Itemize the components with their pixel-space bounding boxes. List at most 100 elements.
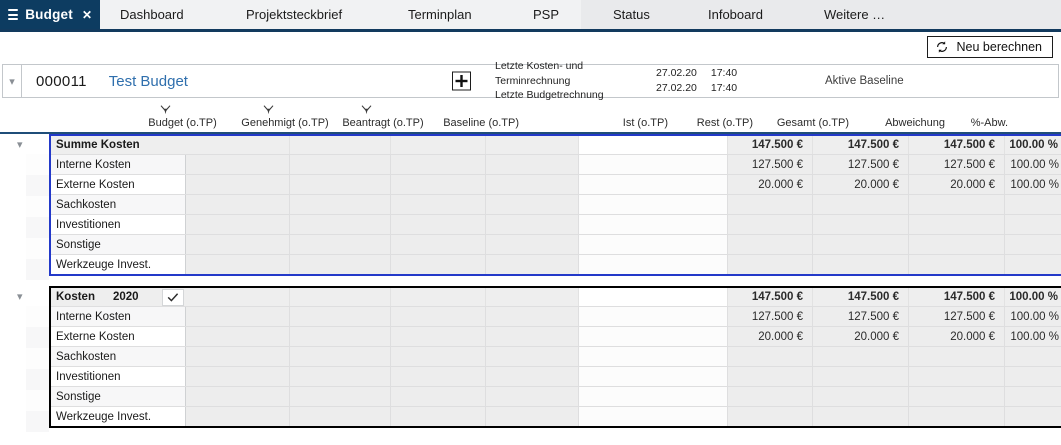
cell-gesamt[interactable]: 127.500 € [813,307,909,326]
cell-prozent[interactable] [1005,407,1061,426]
cell-gesamt[interactable] [813,387,909,406]
cell-baseline[interactable] [486,367,579,386]
cell-genehmigt[interactable] [290,155,391,174]
nav-item-projektsteckbrief[interactable]: Projektsteckbrief [246,0,342,29]
active-baseline-field[interactable]: Aktive Baseline [811,65,1058,97]
cell-genehmigt[interactable] [290,307,391,326]
cell-prozent[interactable] [1005,235,1061,254]
cell-beantragt[interactable] [391,155,486,174]
cell-abweichung[interactable] [909,215,1005,234]
cell-ist[interactable] [579,327,728,346]
cell-budget[interactable] [186,327,290,346]
cell-baseline[interactable] [486,255,579,274]
cell-gesamt[interactable] [813,215,909,234]
cell-rest[interactable] [728,215,813,234]
cell-prozent[interactable]: 100.00 % [1005,155,1061,174]
cell-abweichung[interactable] [909,387,1005,406]
cell-baseline[interactable] [486,407,579,426]
cell-beantragt[interactable] [391,387,486,406]
cell-budget[interactable] [186,347,290,366]
nav-item-infoboard[interactable]: Infoboard [708,0,763,29]
cell-abweichung[interactable]: 127.500 € [909,155,1005,174]
cell-rest[interactable] [728,387,813,406]
cell-baseline[interactable] [486,307,579,326]
cell-prozent[interactable] [1005,387,1061,406]
cell-rest[interactable] [728,235,813,254]
table-row[interactable]: Investitionen [51,214,1061,234]
cell-abweichung[interactable] [909,347,1005,366]
cell-prozent[interactable] [1005,195,1061,214]
group-active-checkbox[interactable] [162,288,184,306]
cell-genehmigt[interactable] [290,407,391,426]
table-row[interactable]: Investitionen [51,366,1061,386]
cell-baseline[interactable] [486,155,579,174]
cell-genehmigt[interactable] [290,327,391,346]
cell-ist[interactable] [579,175,728,194]
column-header-prozent[interactable]: %-Abw. [954,98,1017,132]
cell-genehmigt[interactable] [290,235,391,254]
cell-baseline[interactable] [486,347,579,366]
cell-baseline[interactable] [486,215,579,234]
cell-budget[interactable] [186,367,290,386]
table-row[interactable]: Interne Kosten 127.500 €127.500 €127.500 … [51,306,1061,326]
column-header-gesamt[interactable]: Gesamt (o.TP) [762,98,858,132]
cell-rest[interactable] [728,255,813,274]
cell-ist[interactable] [579,255,728,274]
cell-genehmigt[interactable] [290,215,391,234]
table-row[interactable]: Werkzeuge Invest. [51,406,1061,426]
nav-item-psp[interactable]: PSP [533,0,559,29]
chevron-down-icon[interactable]: ▾ [9,75,15,88]
filter-icon[interactable] [361,104,372,116]
cell-rest[interactable]: 20.000 € [728,175,813,194]
column-header-rest[interactable]: Rest (o.TP) [677,98,762,132]
cell-beantragt[interactable] [391,367,486,386]
cell-gesamt[interactable]: 20.000 € [813,327,909,346]
cell-genehmigt[interactable] [290,195,391,214]
cell-gesamt[interactable]: 127.500 € [813,155,909,174]
table-row[interactable]: Externe Kosten 20.000 €20.000 €20.000 €10… [51,326,1061,346]
table-row[interactable]: Sachkosten [51,194,1061,214]
cell-ist[interactable] [579,307,728,326]
cell-gesamt[interactable] [813,367,909,386]
table-row[interactable]: Sonstige [51,234,1061,254]
cell-baseline[interactable] [486,195,579,214]
cell-abweichung[interactable]: 20.000 € [909,175,1005,194]
tab-budget[interactable]: Budget ✕ [0,0,100,29]
cell-prozent[interactable]: 100.00 % [1005,307,1061,326]
cell-gesamt[interactable] [813,407,909,426]
cell-gesamt[interactable] [813,255,909,274]
cell-beantragt[interactable] [391,195,486,214]
cell-beantragt[interactable] [391,175,486,194]
cell-baseline[interactable] [486,175,579,194]
nav-item-weitere[interactable]: Weitere … [824,0,885,29]
table-row[interactable]: Interne Kosten 127.500 €127.500 €127.500 … [51,154,1061,174]
cell-beantragt[interactable] [391,215,486,234]
cell-rest[interactable]: 127.500 € [728,155,813,174]
nav-item-dashboard[interactable]: Dashboard [120,0,184,29]
column-header-beantragt[interactable]: Beantragt (o.TP) [340,98,435,132]
cell-prozent[interactable]: 100.00 % [1005,327,1061,346]
cell-rest[interactable] [728,367,813,386]
cell-ist[interactable] [579,387,728,406]
column-header-ist[interactable]: Ist (o.TP) [528,98,677,132]
column-header-abweichung[interactable]: Abweichung [858,98,954,132]
cell-beantragt[interactable] [391,407,486,426]
group-collapse-chevron-down-icon[interactable]: ▾ [17,139,23,151]
cell-rest[interactable] [728,407,813,426]
cell-budget[interactable] [186,255,290,274]
filter-icon[interactable] [160,104,171,116]
cell-ist[interactable] [579,347,728,366]
cell-abweichung[interactable] [909,407,1005,426]
group-collapse-chevron-down-icon[interactable]: ▾ [17,291,23,303]
cell-gesamt[interactable]: 20.000 € [813,175,909,194]
cell-budget[interactable] [186,407,290,426]
cell-ist[interactable] [579,235,728,254]
cell-prozent[interactable] [1005,215,1061,234]
cell-prozent[interactable] [1005,367,1061,386]
cell-abweichung[interactable] [909,367,1005,386]
hamburger-icon[interactable] [8,9,19,20]
cell-budget[interactable] [186,195,290,214]
table-row[interactable]: Externe Kosten 20.000 €20.000 €20.000 €10… [51,174,1061,194]
cell-prozent[interactable]: 100.00 % [1005,175,1061,194]
column-header-budget[interactable]: Budget (o.TP) [135,98,239,132]
